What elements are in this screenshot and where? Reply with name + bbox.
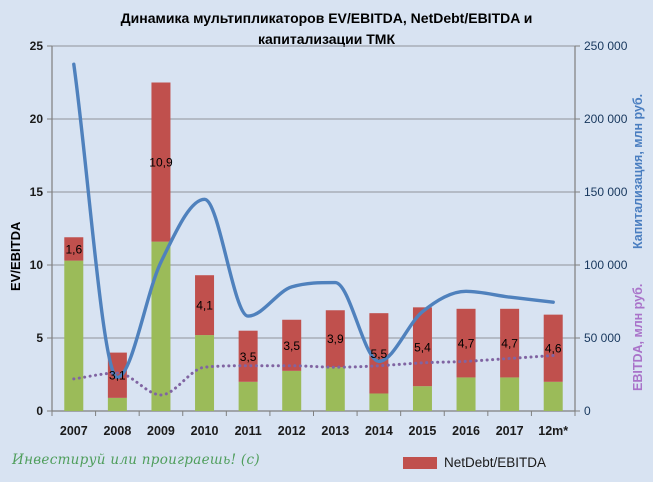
capitalization-line — [72, 62, 555, 380]
ebitda-line — [72, 354, 555, 397]
bar-value-label: 4,7 — [458, 337, 475, 351]
right-tick-label: 50 000 — [584, 331, 621, 345]
right-axis-title-ebitda: EBITDA, млн руб. — [631, 283, 645, 391]
right-tick-label: 200 000 — [584, 112, 628, 126]
bar-segment-red — [64, 237, 84, 261]
chart-title-line2: капитализации ТМК — [257, 31, 396, 47]
bar-segment-red — [412, 307, 432, 387]
legend: NetDebt/EBITDA — [403, 455, 546, 470]
left-tick-label: 5 — [36, 331, 43, 345]
bar-segment-green — [151, 241, 171, 411]
bar-value-label: 3,9 — [327, 332, 344, 346]
left-tick-label: 20 — [30, 112, 44, 126]
x-tick-label: 2008 — [103, 424, 131, 438]
chart-title-line1: Динамика мультипликаторов EV/EBITDA, Net… — [120, 10, 533, 26]
x-tick-label: 2014 — [365, 424, 393, 438]
bar-segment-red — [107, 352, 127, 398]
bar-segment-red — [325, 310, 345, 368]
x-tick-label: 2010 — [191, 424, 219, 438]
bar-segment-green — [64, 260, 84, 411]
bar-segment-green — [238, 381, 258, 411]
bar-value-label: 1,6 — [65, 242, 82, 256]
bar-value-label: 4,6 — [545, 342, 562, 356]
left-tick-label: 15 — [30, 185, 44, 199]
bar-value-label: 3,5 — [283, 339, 300, 353]
bar-segment-red — [543, 314, 563, 382]
chart-title: Динамика мультипликаторов EV/EBITDA, Net… — [0, 8, 653, 50]
x-tick-label: 2007 — [60, 424, 88, 438]
left-tick-label: 25 — [30, 39, 44, 53]
bar-value-label: 3,1 — [109, 369, 126, 383]
right-axis-title-capitalization: Капитализация, млн руб. — [631, 93, 645, 249]
bar-segment-red — [369, 313, 389, 394]
right-tick-label: 150 000 — [584, 185, 628, 199]
x-tick-label: 2015 — [409, 424, 437, 438]
right-tick-label: 100 000 — [584, 258, 628, 272]
bar-segment-red — [238, 330, 258, 382]
bar-segment-green — [325, 367, 345, 411]
bar-segment-green — [195, 335, 215, 411]
bar-value-label: 5,5 — [371, 347, 388, 361]
bar-segment-red — [151, 82, 171, 242]
x-tick-label: 2009 — [147, 424, 175, 438]
bar-segment-red — [500, 308, 520, 378]
bar-segment-green — [456, 377, 476, 411]
left-tick-label: 0 — [36, 404, 43, 418]
bar-segment-green — [543, 381, 563, 411]
x-tick-label: 2017 — [496, 424, 524, 438]
bar-segment-green — [107, 397, 127, 411]
bar-segment-red — [282, 319, 302, 371]
left-axis-title: EV/EBITDA — [8, 221, 23, 291]
bar-value-label: 3,5 — [240, 350, 257, 364]
legend-label-netdebt: NetDebt/EBITDA — [444, 455, 547, 470]
bar-value-label: 5,4 — [414, 340, 431, 354]
watermark: Инвестируй или проиграешь! (с) — [12, 452, 260, 468]
bar-segment-green — [282, 370, 302, 411]
x-tick-label: 2016 — [452, 424, 480, 438]
bar-segment-red — [195, 275, 215, 336]
x-tick-label: 2012 — [278, 424, 306, 438]
left-tick-label: 10 — [30, 258, 44, 272]
bar-value-label: 10,9 — [149, 156, 173, 170]
right-tick-label: 250 000 — [584, 39, 628, 53]
bar-segment-green — [500, 377, 520, 411]
bar-segment-green — [369, 393, 389, 411]
legend-swatch-netdebt — [403, 456, 437, 469]
x-tick-label: 2013 — [321, 424, 349, 438]
bar-value-label: 4,7 — [501, 337, 518, 351]
x-tick-label: 2011 — [235, 424, 262, 438]
bar-value-label: 4,1 — [196, 299, 213, 313]
right-tick-label: 0 — [584, 404, 591, 418]
bar-segment-green — [412, 386, 432, 411]
x-tick-label: 12m* — [538, 424, 568, 438]
